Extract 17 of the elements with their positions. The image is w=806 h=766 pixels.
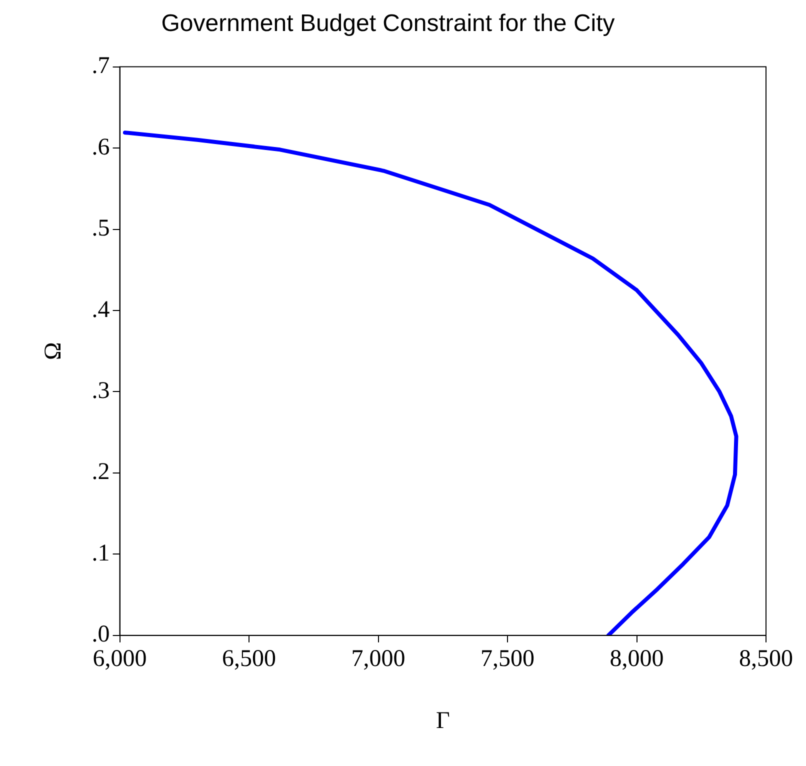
y-tick-label: .5 — [92, 216, 110, 242]
y-tick-label: .6 — [92, 134, 110, 160]
y-tick-label: .2 — [92, 459, 110, 486]
x-tick-label: 7,000 — [351, 646, 406, 672]
y-tick-label: .3 — [92, 378, 110, 404]
x-tick-label: 6,500 — [222, 646, 276, 672]
x-tick-label: 7,500 — [480, 646, 535, 672]
x-tick-label: 8,500 — [739, 646, 793, 672]
x-tick-label: 6,000 — [92, 646, 147, 672]
y-tick-label: .7 — [92, 53, 110, 80]
y-tick-label: .1 — [92, 540, 110, 566]
y-tick-label: .4 — [92, 296, 110, 323]
y-tick-label: .0 — [92, 622, 110, 648]
x-tick-label: 8,000 — [610, 646, 664, 672]
chart-title: Government Budget Constraint for the City — [161, 10, 615, 38]
y-axis-title: Ω — [40, 342, 67, 360]
x-axis-title: Γ — [436, 708, 450, 734]
